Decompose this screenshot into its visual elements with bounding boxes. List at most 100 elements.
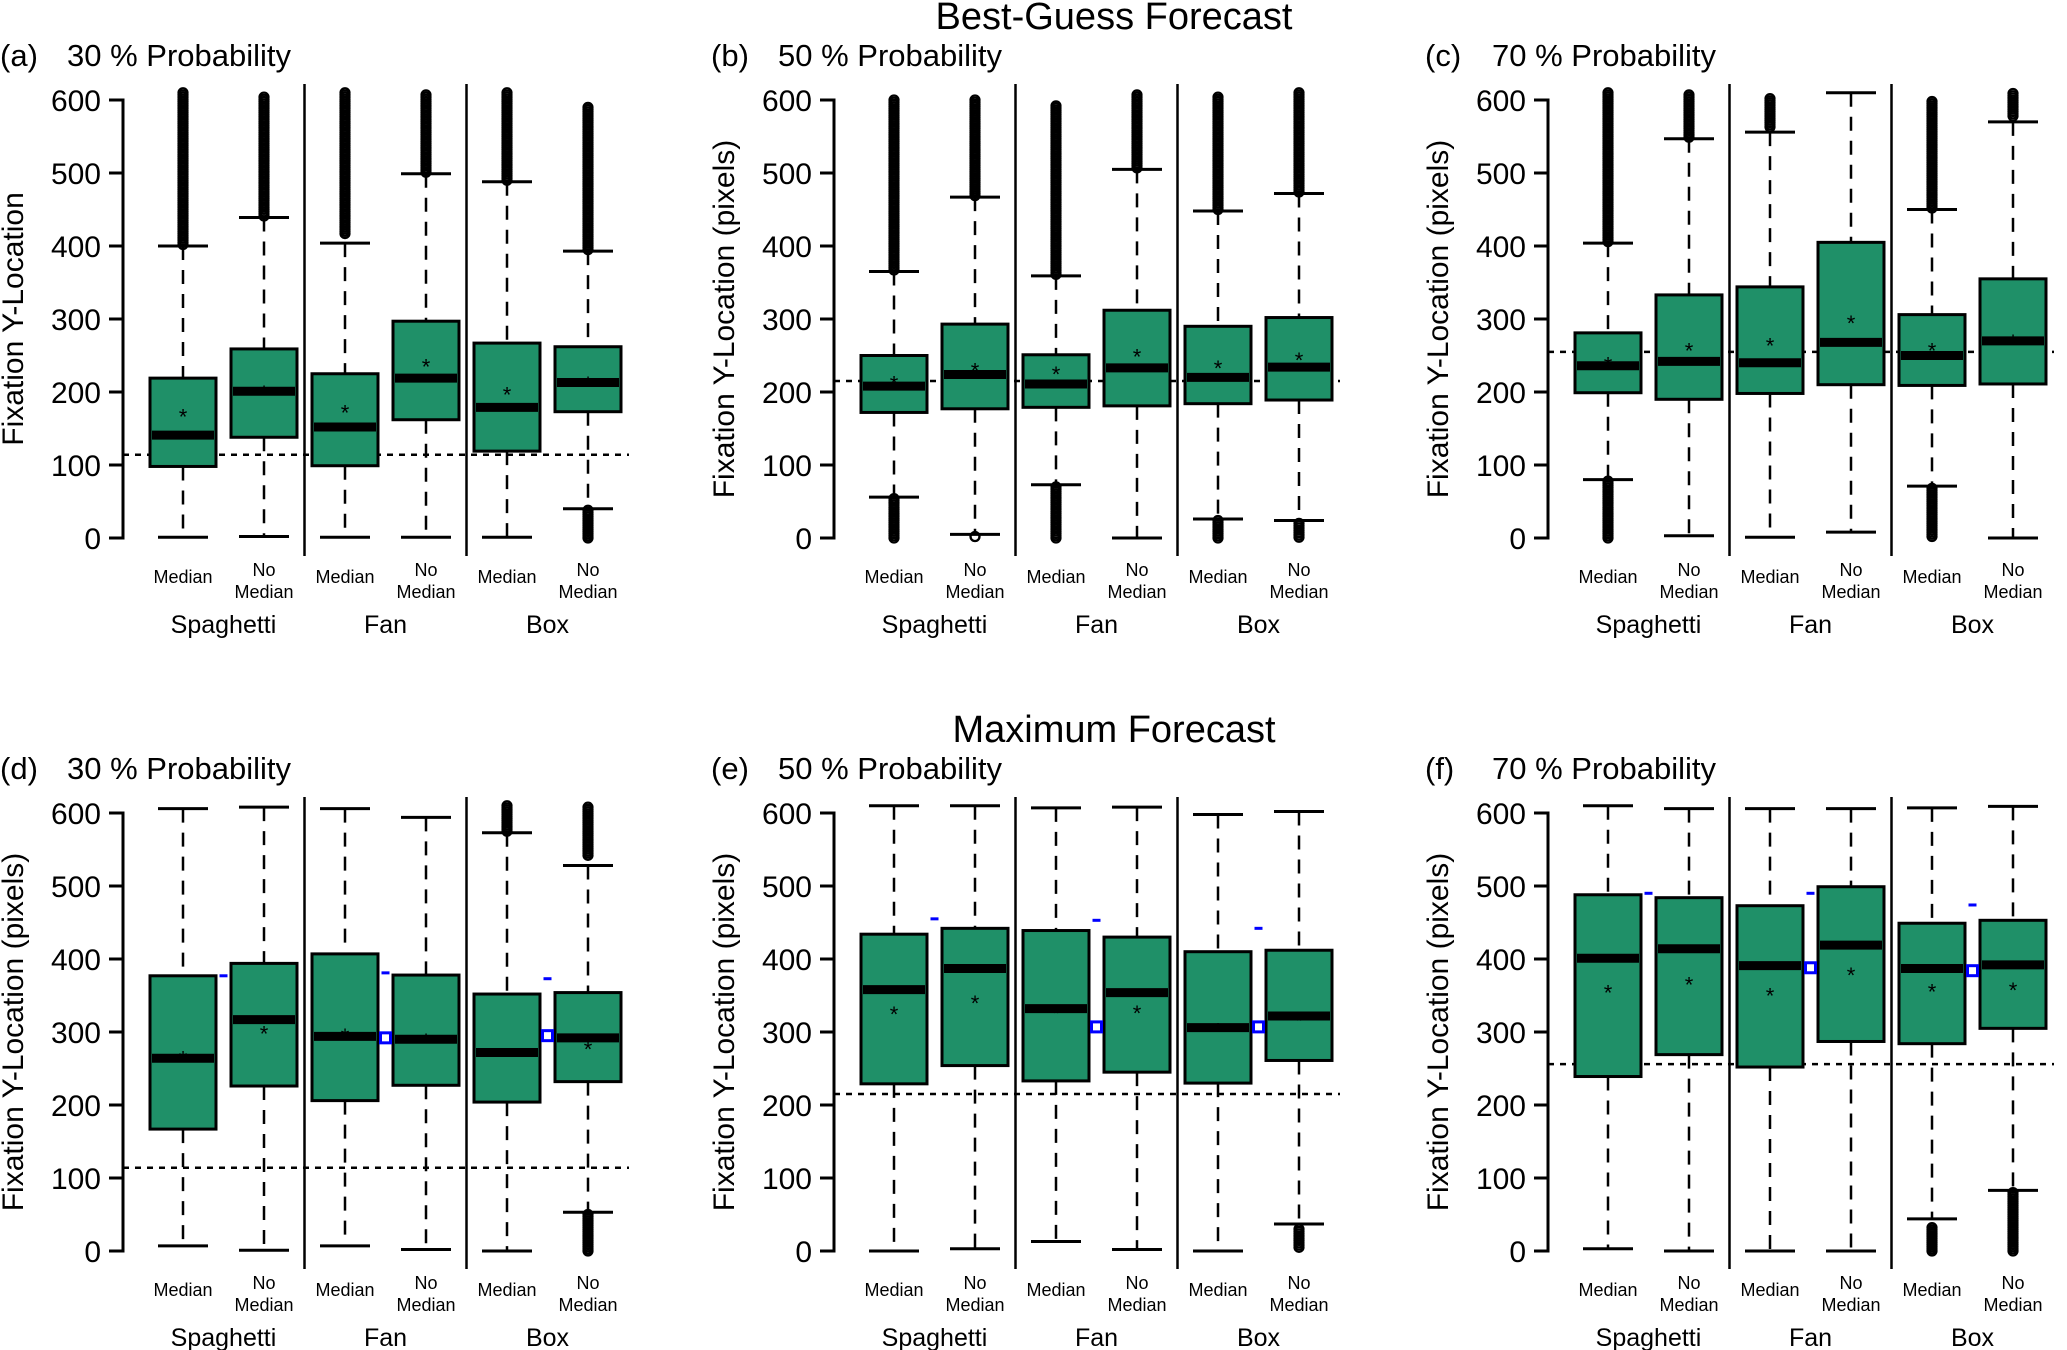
y-tick-label: 400 [1476, 944, 1526, 977]
mean-marker: * [1133, 1001, 1142, 1026]
box-plot: * [1021, 100, 1091, 544]
box-plot: * [310, 87, 380, 539]
panel-letter: (c) [1425, 38, 1461, 73]
box-plot: * [1573, 804, 1643, 1251]
y-tick-label: 0 [1509, 1236, 1526, 1269]
group-label: Fan [364, 611, 407, 639]
category-label: No [576, 1273, 599, 1293]
outlier-point [1683, 89, 1695, 101]
outlier-point [1293, 517, 1305, 530]
category-label: Median [1659, 582, 1718, 602]
y-tick-label: 600 [51, 85, 101, 118]
y-tick-label: 500 [1476, 871, 1526, 904]
outlier-point [1764, 92, 1776, 105]
iqr-box [1573, 893, 1643, 1079]
category-label: No [1287, 560, 1310, 580]
mean-marker: * [1295, 348, 1304, 373]
outlier-point [1293, 1223, 1305, 1235]
y-tick-label: 100 [762, 1163, 812, 1196]
iqr-box [1102, 308, 1172, 408]
mean-marker: * [2009, 978, 2018, 1003]
y-tick-label: 100 [51, 450, 101, 483]
iqr-box [1735, 285, 1805, 395]
group-label: Spaghetti [171, 611, 277, 639]
outlier-point [1131, 89, 1143, 101]
y-tick-label: 600 [762, 85, 812, 118]
y-tick-label: 100 [51, 1163, 101, 1196]
group-label: Spaghetti [882, 1324, 988, 1350]
category-label: Median [864, 567, 923, 587]
mean-marker: * [1214, 356, 1223, 381]
box-plot: * [940, 94, 1010, 543]
box-plot: * [1183, 91, 1253, 544]
blue-square-marker [379, 1031, 392, 1045]
y-tick-label: 300 [1476, 1017, 1526, 1050]
outlier-point [1926, 95, 1938, 108]
y-tick-label: 0 [795, 1236, 812, 1269]
outlier-point [1212, 514, 1224, 527]
y-axis-label: Fixation Y-Location [0, 192, 30, 446]
category-label: Median [1659, 1295, 1718, 1315]
mean-marker: * [1052, 362, 1061, 387]
group-label: Fan [1789, 1324, 1832, 1350]
mean-marker: * [503, 1044, 512, 1069]
iqr-box [1978, 918, 2048, 1030]
category-label: No [414, 560, 437, 580]
panel-letter: (f) [1425, 751, 1454, 786]
category-label: Median [315, 567, 374, 587]
y-tick-label: 100 [1476, 1163, 1526, 1196]
outlier-point [582, 1208, 594, 1221]
panel-d: (d) 30 % Probability 0 100 200 300 400 500 600 Fi… [0, 751, 629, 1350]
panel-title: 70 % Probability [1492, 751, 1717, 786]
panel-letter: (e) [711, 751, 749, 786]
iqr-box [1654, 896, 1724, 1057]
iqr-box [859, 932, 929, 1086]
category-label: No [963, 1273, 986, 1293]
panel-c: (c) 70 % Probability 0 100 200 300 400 500 600 Fi… [1422, 38, 2054, 639]
category-label: No [963, 560, 986, 580]
figure-title-maximum: Maximum Forecast [952, 709, 1275, 751]
y-axis-label: Fixation Y-Location (pixels) [708, 853, 741, 1212]
y-tick-label: 500 [51, 871, 101, 904]
panel-title: 50 % Probability [778, 38, 1003, 73]
blue-square-marker [541, 1029, 554, 1043]
mean-marker: * [1928, 339, 1937, 364]
outlier-point [1602, 475, 1614, 487]
category-label: Median [153, 1280, 212, 1300]
box-plot: * [1264, 87, 1334, 543]
panel-title: 70 % Probability [1492, 38, 1717, 73]
box-plot: * [148, 807, 218, 1248]
box-plot: * [391, 89, 461, 539]
y-tick-label: 200 [762, 1090, 812, 1123]
category-label: Median [558, 582, 617, 602]
panel-letter: (a) [0, 38, 38, 73]
mean-marker: * [1604, 352, 1613, 377]
y-axis-label: Fixation Y-Location (pixels) [1422, 853, 1455, 1212]
mean-marker: * [1604, 981, 1613, 1006]
iqr-box [1102, 935, 1172, 1074]
y-tick-label: 200 [51, 377, 101, 410]
y-tick-label: 100 [762, 450, 812, 483]
category-label: No [252, 1273, 275, 1293]
outlier-point [888, 94, 900, 106]
mean-marker: * [422, 355, 431, 380]
y-axis-label: Fixation Y-Location (pixels) [708, 140, 741, 499]
group-label: Spaghetti [1596, 611, 1702, 639]
outlier-point [339, 87, 351, 99]
category-label: Median [396, 1295, 455, 1315]
mean-marker: * [1766, 984, 1775, 1009]
y-tick-label: 200 [1476, 1090, 1526, 1123]
panel-letter: (d) [0, 751, 38, 786]
category-label: Median [1902, 1280, 1961, 1300]
group-label: Fan [1075, 1324, 1118, 1350]
y-tick-label: 500 [762, 158, 812, 191]
panel-title: 30 % Probability [67, 751, 292, 786]
box-plot: * [310, 807, 380, 1248]
category-label: Median [1983, 582, 2042, 602]
group-label: Box [526, 611, 570, 639]
box-plot: * [229, 805, 299, 1252]
box-plot: * [229, 91, 299, 539]
category-label: No [576, 560, 599, 580]
y-axis-label: Fixation Y-Location (pixels) [1422, 140, 1455, 499]
box-plot: * [1183, 812, 1253, 1253]
